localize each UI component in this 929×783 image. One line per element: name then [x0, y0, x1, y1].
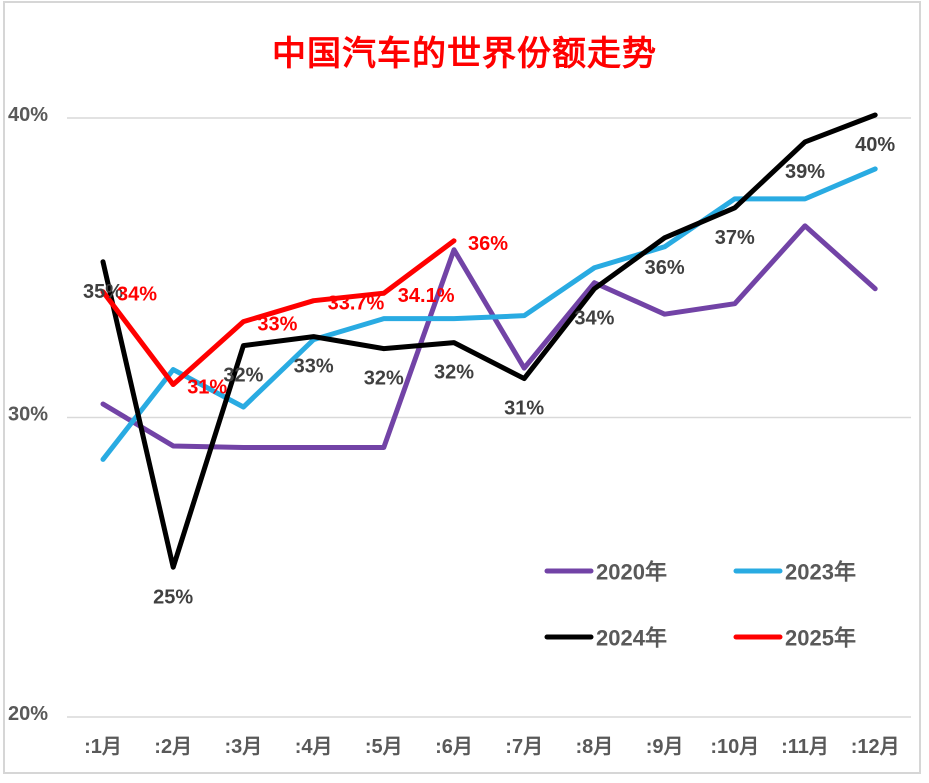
x-tick-label: :1月 [84, 736, 122, 758]
x-tick-label: :5月 [365, 736, 403, 758]
data-label-2024: 34% [574, 308, 614, 330]
legend-label-2020: 2020年 [596, 560, 667, 585]
series-line-2020 [100, 223, 878, 450]
data-label-2025: 34% [117, 284, 157, 306]
data-label-2024: 32% [364, 368, 404, 390]
y-tick-label: 40% [8, 104, 48, 126]
data-label-2025: 33% [257, 314, 297, 336]
legend-label-2025: 2025年 [785, 626, 856, 651]
data-label-2024: 37% [715, 227, 755, 249]
data-label-2024: 40% [855, 134, 895, 156]
data-label-2025: 34.1% [398, 285, 455, 307]
x-tick-label: :6月 [435, 736, 473, 758]
x-tick-label: :4月 [295, 736, 333, 758]
y-tick-label: 20% [8, 703, 48, 725]
data-label-2024: 39% [785, 161, 825, 183]
x-tick-label: :7月 [505, 736, 543, 758]
data-label-2024: 35% [83, 281, 123, 303]
x-tick-label: :8月 [576, 736, 614, 758]
data-label-2025: 31% [187, 377, 227, 399]
x-tick-label: :2月 [154, 736, 192, 758]
data-label-2024: 36% [645, 257, 685, 279]
data-label-2024: 25% [153, 586, 193, 608]
data-label-2025: 36% [468, 233, 508, 255]
x-tick-label: :9月 [646, 736, 684, 758]
data-label-2024: 31% [504, 398, 544, 420]
series-line-2024 [100, 112, 878, 570]
x-tick-label: :3月 [225, 736, 263, 758]
data-label-2025: 33.7% [328, 293, 385, 315]
legend-label-2024: 2024年 [596, 626, 667, 651]
data-label-2024: 33% [294, 356, 334, 378]
x-tick-label: :10月 [710, 736, 759, 758]
data-label-2024: 32% [223, 365, 263, 387]
x-tick-label: :12月 [851, 736, 900, 758]
data-label-2024: 32% [434, 362, 474, 384]
y-tick-label: 30% [8, 404, 48, 426]
chart-title: 中国汽车的世界份额走势 [272, 34, 657, 73]
window-border [3, 1, 921, 774]
series-line-2025 [100, 238, 457, 388]
legend-label-2023: 2023年 [785, 560, 856, 585]
x-tick-label: :11月 [781, 736, 829, 758]
